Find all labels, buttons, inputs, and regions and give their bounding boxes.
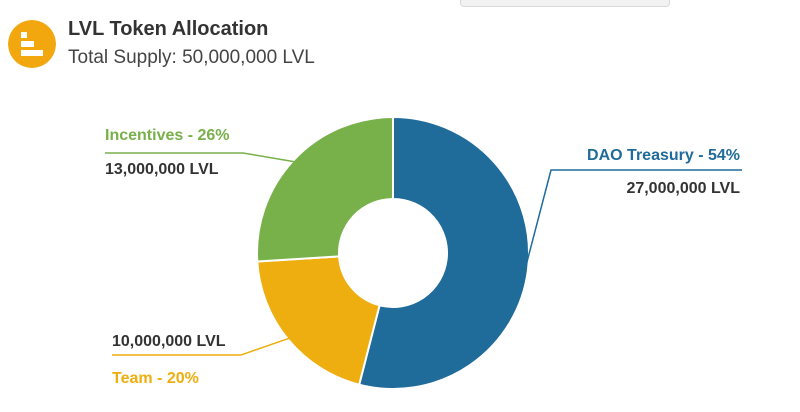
slice-value-team: 10,000,000 LVL — [112, 333, 226, 350]
slice-label-dao-treasury: DAO Treasury - 54% — [587, 147, 740, 164]
slice-value-incentives: 13,000,000 LVL — [105, 161, 219, 178]
top-edge-panel — [460, 0, 670, 7]
chart-logo-icon — [8, 20, 56, 68]
slice-label-team: Team - 20% — [112, 370, 199, 387]
leader-line-team — [112, 337, 291, 356]
leader-line-incentives — [105, 152, 297, 163]
slice-team — [256, 255, 381, 386]
slice-dao-treasury — [357, 115, 530, 390]
slice-incentives — [256, 115, 394, 263]
chart-header: LVL Token Allocation Total Supply: 50,00… — [0, 0, 800, 90]
slice-label-incentives: Incentives - 26% — [105, 127, 230, 144]
chart-subtitle: Total Supply: 50,000,000 LVL — [68, 47, 315, 68]
slice-value-dao-treasury: 27,000,000 LVL — [626, 180, 740, 197]
leader-line-dao-treasury — [524, 169, 742, 270]
chart-title: LVL Token Allocation — [68, 18, 269, 40]
